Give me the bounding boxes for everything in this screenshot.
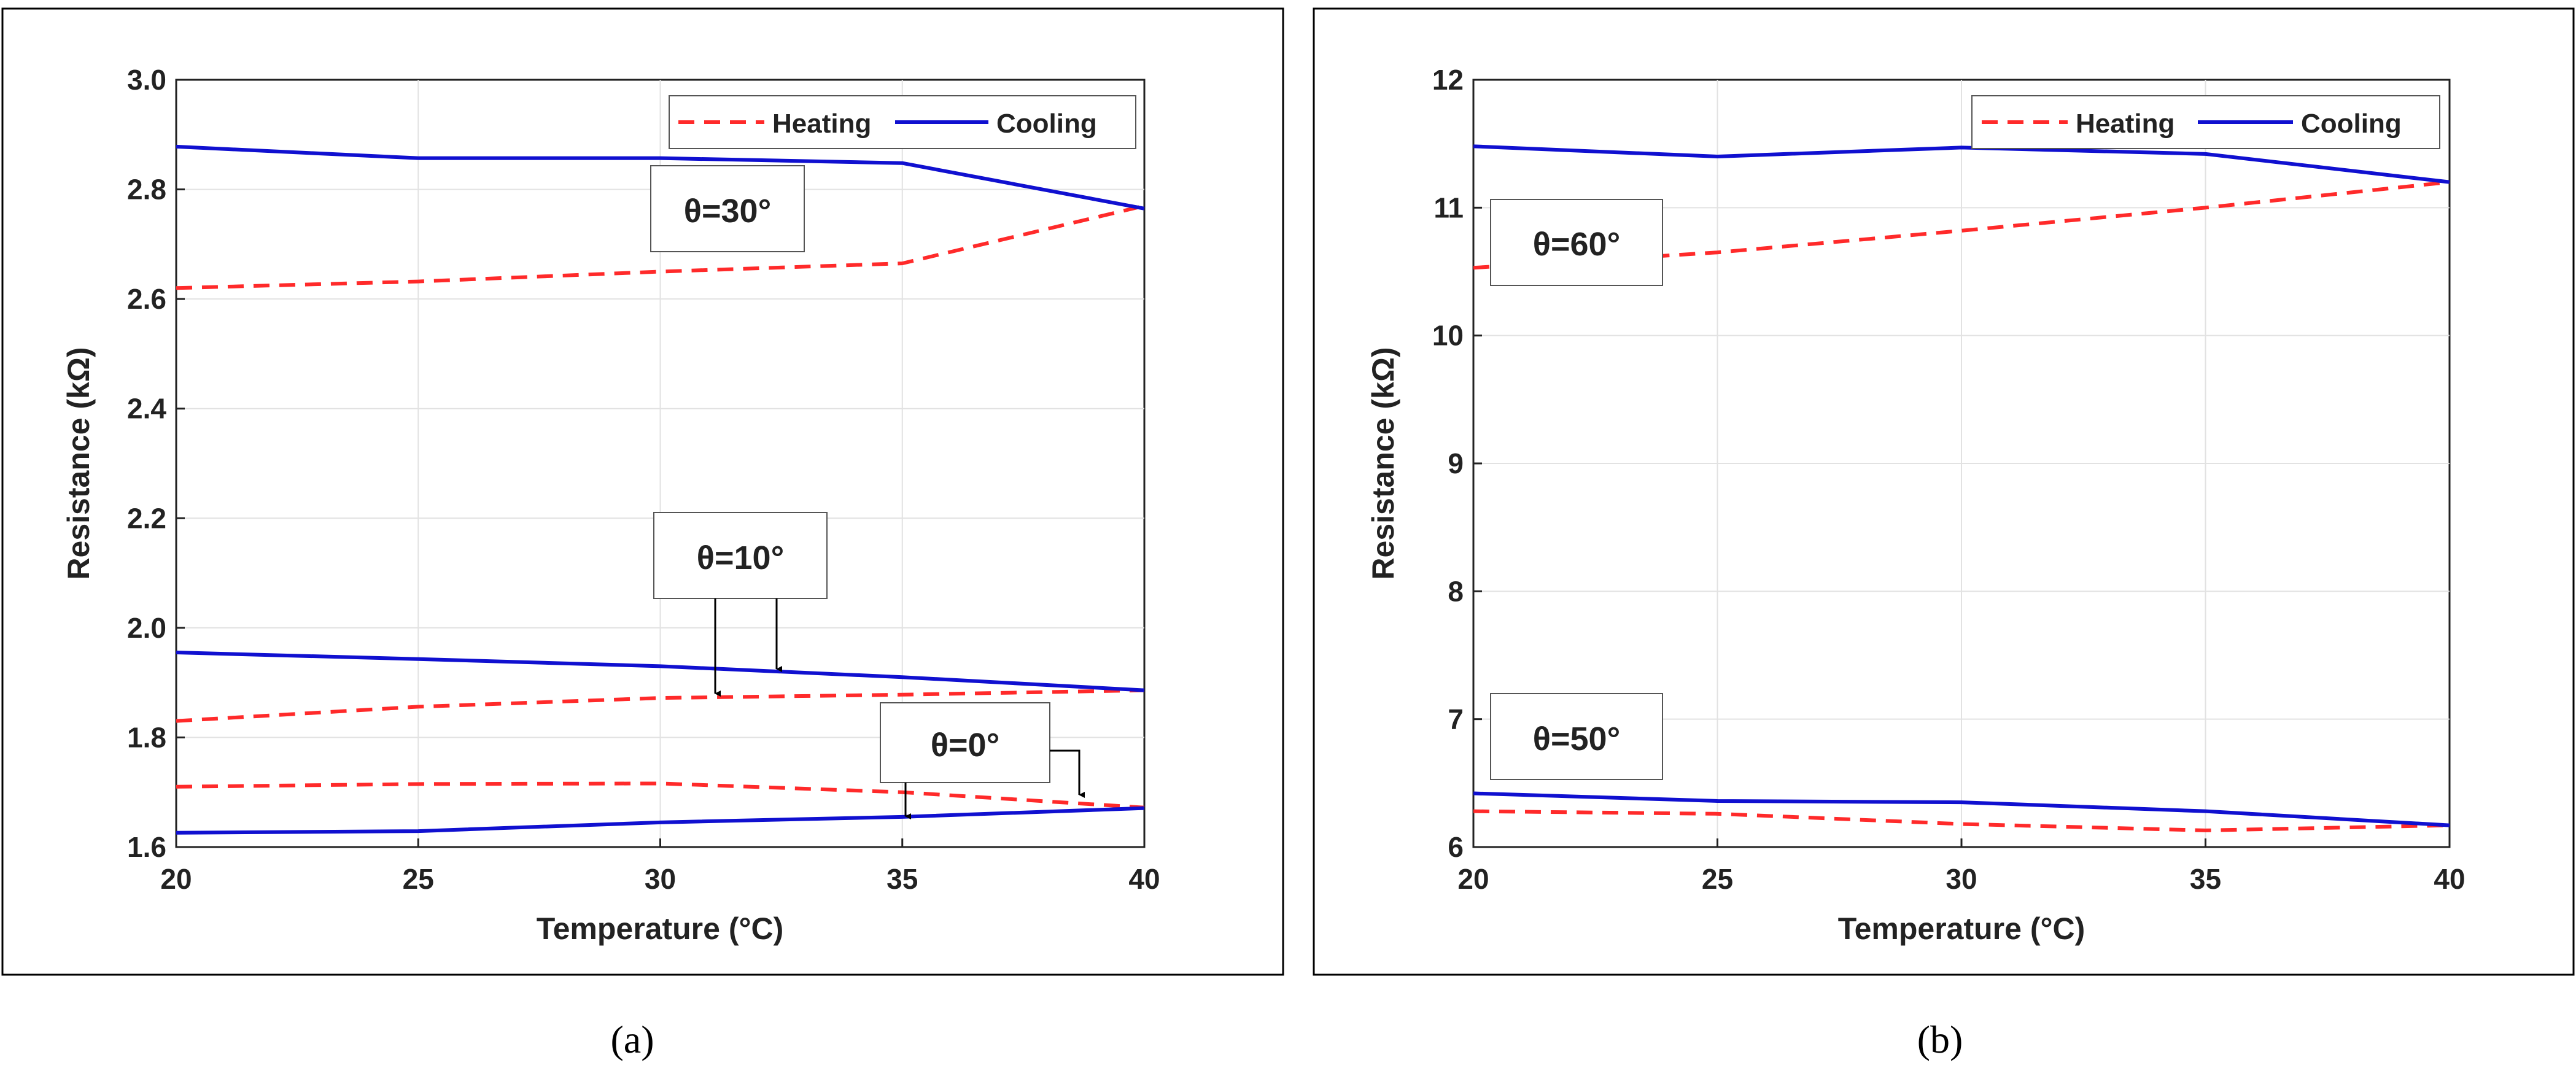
panel-a-annotation-0: θ=0° [880, 702, 1050, 783]
panel-b: 20 25 30 35 40 6 7 8 9 10 11 12 Temperature (°C) Re… [1313, 7, 2575, 976]
panel-a-legend-heating-label: Heating [772, 109, 871, 139]
series-line-cooling-30- [176, 144, 1145, 211]
panel-a-annotation-30: θ=30° [650, 165, 805, 252]
panel-b-legend-cooling-label: Cooling [2301, 109, 2402, 139]
y-tick-label: 2.6 [127, 283, 166, 315]
x-tick-label: 20 [160, 863, 192, 895]
x-tick-label: 25 [1702, 863, 1733, 895]
x-tick-label: 30 [645, 863, 676, 895]
y-tick-label: 9 [1448, 447, 1464, 479]
panel-a-series [176, 144, 1145, 835]
panel-a-legend: Heating Cooling [669, 95, 1136, 149]
svg-text:θ=50°: θ=50° [1533, 721, 1620, 757]
panel-b-y-axis-label: Resistance (kΩ) [1366, 347, 1400, 579]
x-tick-label: 35 [886, 863, 918, 895]
y-tick-label: 1.8 [127, 721, 166, 753]
y-tick-label: 2.0 [127, 612, 166, 644]
series-line-cooling-0- [176, 806, 1145, 835]
y-tick-label: 12 [1432, 64, 1464, 96]
panel-b-legend-heating-label: Heating [2076, 109, 2174, 139]
series-line-heating-50- [1473, 809, 2450, 832]
panel-b-annotation-60: θ=60° [1490, 199, 1663, 286]
panel-a-ticks: 20 25 30 35 40 1.6 1.8 2.0 2.2 2.4 2.6 2.8 3.0 [127, 64, 1160, 895]
y-tick-label: 2.8 [127, 174, 166, 206]
y-tick-label: 2.4 [127, 393, 166, 425]
panel-b-annotation-50: θ=50° [1490, 693, 1663, 780]
x-tick-label: 40 [2434, 863, 2465, 895]
y-tick-label: 8 [1448, 575, 1464, 607]
y-tick-label: 7 [1448, 703, 1464, 735]
x-tick-label: 35 [2190, 863, 2221, 895]
y-tick-label: 6 [1448, 831, 1464, 863]
svg-text:θ=60°: θ=60° [1533, 226, 1620, 263]
panel-a: 20 25 30 35 40 1.6 1.8 2.0 2.2 2.4 2.6 2.8 3.0 Tempe… [1, 7, 1284, 976]
panel-a-caption: (a) [610, 1018, 654, 1061]
panel-a-annotation-10: θ=10° [653, 512, 828, 599]
panel-a-x-axis-label: Temperature (°C) [537, 911, 783, 946]
y-tick-label: 2.2 [127, 502, 166, 534]
x-tick-label: 20 [1457, 863, 1489, 895]
series-line-heating-0- [176, 781, 1145, 810]
series-line-heating-10- [176, 688, 1145, 723]
svg-text:θ=0°: θ=0° [931, 727, 999, 764]
series-line-cooling-60- [1473, 144, 2450, 184]
y-tick-label: 10 [1432, 320, 1464, 352]
panel-a-arrow-0-right [1050, 749, 1085, 798]
panel-b-x-axis-label: Temperature (°C) [1838, 911, 2085, 946]
panel-a-legend-cooling-label: Cooling [996, 109, 1097, 139]
x-tick-label: 40 [1128, 863, 1160, 895]
x-tick-label: 30 [1946, 863, 1977, 895]
panel-b-caption: (b) [1917, 1018, 1963, 1061]
y-tick-label: 1.6 [127, 831, 166, 863]
svg-text:θ=10°: θ=10° [697, 540, 784, 576]
y-tick-label: 3.0 [127, 64, 166, 96]
x-tick-label: 25 [403, 863, 434, 895]
series-line-cooling-10- [176, 651, 1145, 692]
svg-text:θ=30°: θ=30° [684, 193, 771, 230]
panel-b-ticks: 20 25 30 35 40 6 7 8 9 10 11 12 [1432, 64, 2465, 895]
series-line-heating-30- [176, 204, 1145, 290]
panel-a-y-axis-label: Resistance (kΩ) [61, 347, 96, 579]
series-line-cooling-50- [1473, 791, 2450, 827]
y-tick-label: 11 [1433, 192, 1464, 223]
panel-b-legend: Heating Cooling [1971, 95, 2440, 149]
